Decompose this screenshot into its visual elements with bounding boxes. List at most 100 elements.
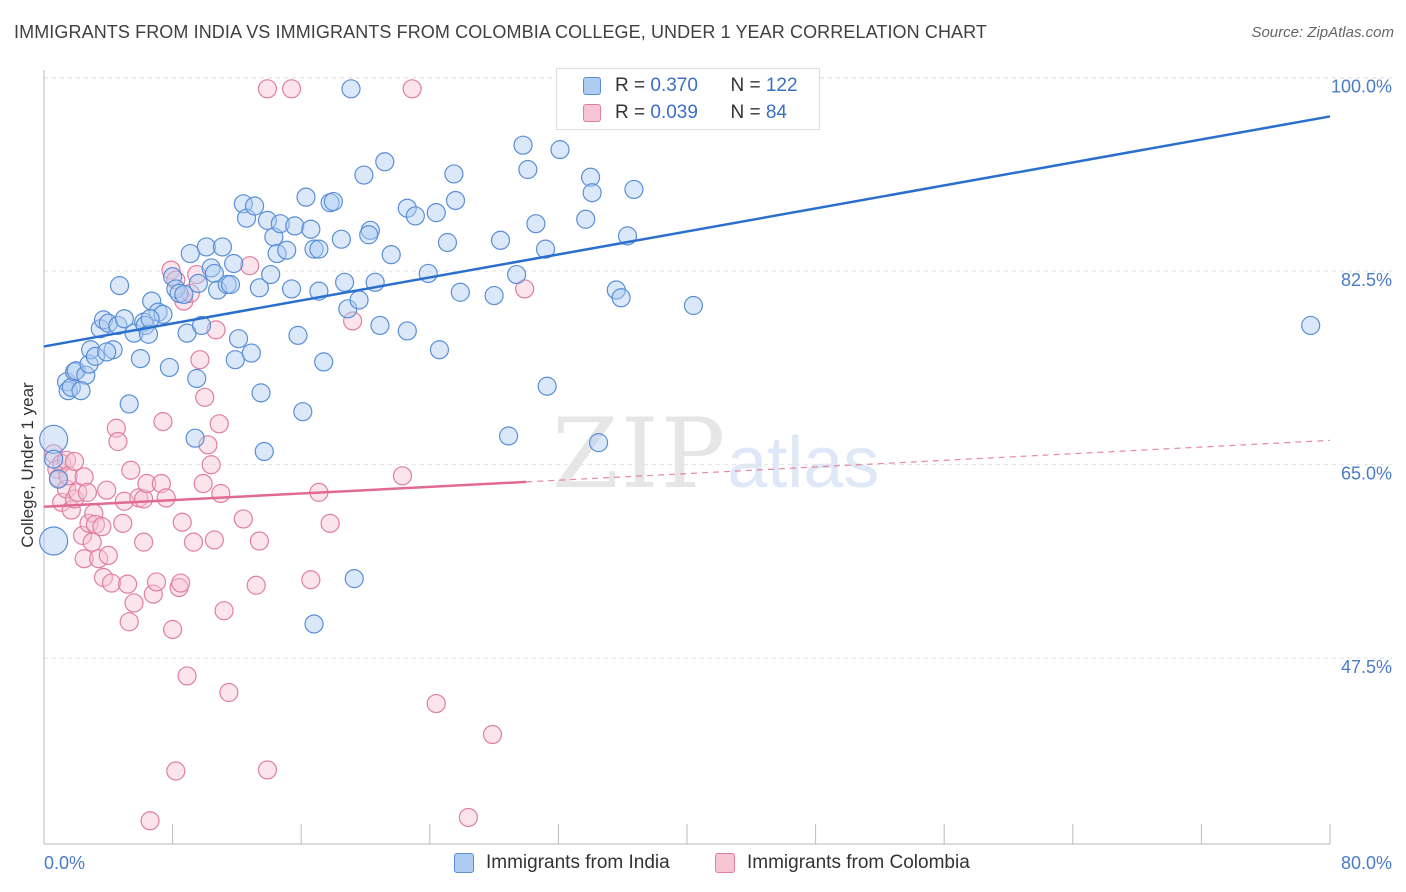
point-colombia	[74, 467, 94, 487]
point-india	[344, 569, 364, 589]
point-india	[44, 449, 64, 469]
trend-line-colombia-extension	[526, 439, 1331, 483]
point-india	[304, 239, 324, 259]
point-colombia	[143, 584, 163, 604]
point-india	[109, 276, 130, 296]
watermark: ZIPatlas	[552, 406, 879, 503]
point-india	[224, 253, 244, 274]
point-india	[187, 368, 207, 389]
point-india	[582, 183, 602, 203]
point-colombia	[156, 488, 176, 508]
legend-n-value-colombia: 84	[765, 102, 787, 123]
legend-text-colombia: R = 0.039 N = 84	[615, 102, 802, 124]
point-india	[119, 394, 139, 414]
series-label-india: Immigrants from India	[486, 852, 670, 873]
point-india	[249, 278, 270, 298]
point-india	[163, 267, 183, 287]
point-india	[304, 614, 324, 634]
point-colombia	[166, 761, 186, 781]
legend-r-label-india: R =	[615, 75, 651, 96]
point-colombia	[482, 724, 503, 745]
series-legend: Immigrants from India Immigrants from Co…	[0, 851, 1406, 879]
legend-r-value-india: 0.370	[650, 75, 698, 96]
point-colombia	[77, 482, 98, 502]
point-colombia	[195, 387, 215, 407]
point-india	[323, 191, 343, 212]
x-tick-label-min: 0.0%	[44, 853, 85, 873]
point-india	[254, 441, 274, 462]
point-colombia	[343, 311, 363, 331]
point-india	[79, 354, 99, 374]
point-india	[526, 214, 546, 234]
point-india	[490, 230, 511, 250]
point-india	[309, 239, 329, 259]
point-india	[39, 424, 69, 454]
point-india	[251, 383, 271, 403]
point-colombia	[257, 79, 278, 99]
point-india	[39, 526, 69, 556]
point-india	[518, 159, 538, 180]
point-colombia	[97, 480, 117, 500]
point-colombia	[246, 575, 266, 595]
legend-n-label-colombia: N =	[730, 102, 766, 123]
point-india	[153, 304, 173, 324]
point-india	[375, 152, 395, 172]
point-colombia	[146, 572, 167, 592]
point-india	[196, 237, 216, 257]
point-india	[285, 216, 305, 236]
point-colombia	[206, 320, 226, 340]
legend-swatch-colombia	[583, 104, 601, 122]
point-india	[611, 288, 631, 308]
point-india	[1301, 315, 1321, 336]
point-india	[288, 325, 308, 345]
point-colombia	[163, 619, 183, 640]
point-india	[359, 225, 379, 245]
point-india	[212, 237, 233, 257]
point-colombia	[240, 256, 260, 276]
point-india	[349, 290, 369, 310]
point-india	[301, 219, 321, 239]
point-india	[588, 433, 609, 453]
point-india	[114, 309, 134, 329]
point-colombia	[74, 549, 94, 569]
point-india	[180, 243, 200, 264]
point-india	[281, 279, 302, 299]
point-india	[204, 263, 224, 284]
point-india	[624, 179, 644, 200]
point-india	[85, 346, 106, 366]
point-india	[397, 321, 417, 341]
point-india	[405, 206, 425, 226]
y-axis-label: College, Under 1 year	[18, 382, 37, 548]
point-india	[537, 376, 557, 396]
x-tick-label-max: 80.0%	[1341, 853, 1392, 873]
point-india	[191, 315, 212, 336]
point-india	[484, 285, 504, 306]
legend-r-value-colombia: 0.039	[650, 102, 698, 123]
point-india	[201, 258, 221, 278]
point-india	[185, 428, 205, 448]
point-colombia	[137, 473, 157, 494]
point-india	[48, 469, 69, 489]
point-india	[535, 239, 556, 259]
point-india	[270, 214, 290, 234]
stats-legend: R = 0.370 N = 122 R = 0.039 N = 84	[556, 68, 820, 130]
point-colombia	[124, 593, 144, 613]
point-colombia	[98, 545, 118, 566]
legend-text-india: R = 0.370 N = 122	[615, 75, 798, 97]
legend-n-label-india: N =	[730, 75, 766, 96]
legend-n-value-india: 122	[765, 75, 798, 96]
point-colombia	[281, 79, 302, 99]
point-india	[244, 196, 265, 216]
point-colombia	[177, 666, 197, 686]
y-tick-label: 100.0%	[1331, 77, 1392, 97]
point-colombia	[101, 573, 122, 593]
point-colombia	[140, 811, 160, 831]
point-colombia	[193, 473, 213, 494]
watermark-zip: ZIP	[552, 398, 728, 510]
point-india	[381, 245, 401, 265]
watermark-atlas: atlas	[727, 423, 880, 503]
point-colombia	[233, 509, 253, 529]
trend-line-colombia	[43, 480, 527, 509]
point-colombia	[72, 525, 93, 546]
